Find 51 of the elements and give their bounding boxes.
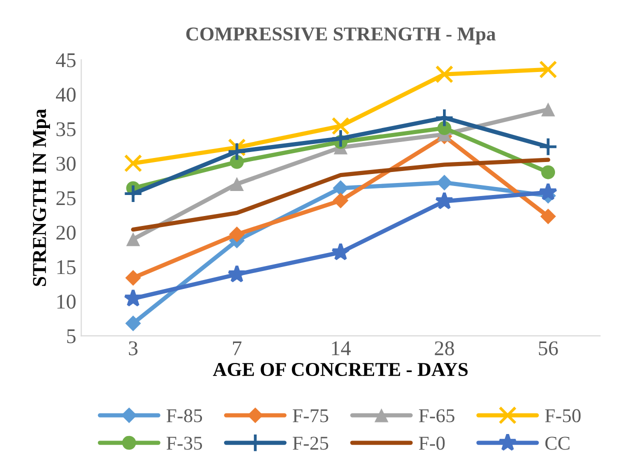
y-tick-label: 20	[56, 226, 76, 240]
x-tick-label: 7	[233, 341, 242, 356]
point	[332, 117, 350, 136]
legend-label: F-85	[166, 409, 202, 422]
point	[124, 154, 142, 172]
y-tick-label: 45	[56, 53, 76, 68]
point	[330, 128, 350, 148]
point	[124, 288, 142, 307]
y-tick-label: 35	[56, 122, 76, 136]
point	[435, 192, 454, 210]
y-tick-label: 40	[56, 88, 76, 102]
point	[538, 137, 558, 156]
y-axis-title: STRENGTH IN Mpa	[32, 108, 50, 286]
chart-title: COMPRESSIVE STRENGTH - Mpa	[186, 27, 496, 44]
y-tick-label: 15	[57, 260, 76, 274]
y-tick-label: 10	[57, 294, 76, 309]
point	[539, 60, 558, 78]
x-tick-label: 14	[332, 341, 351, 356]
point	[123, 184, 143, 204]
legend-label: CC	[545, 436, 570, 450]
point	[230, 177, 244, 191]
point	[228, 264, 246, 283]
legend-label: F-0	[418, 436, 445, 450]
y-tick-label: 30	[56, 156, 76, 171]
y-tick-label: 5	[67, 329, 76, 344]
point	[436, 174, 452, 190]
legend-label: F-65	[418, 409, 454, 422]
point	[435, 65, 454, 84]
line-series	[131, 158, 550, 232]
point	[538, 182, 558, 200]
legend-label: F-75	[292, 409, 328, 422]
point	[125, 270, 141, 286]
point	[227, 142, 247, 162]
x-tick-label: 56	[538, 341, 558, 356]
point	[126, 232, 140, 246]
point	[125, 316, 141, 332]
x-tick-label: 3	[128, 341, 138, 356]
point	[331, 242, 350, 260]
x-tick-label: 28	[434, 341, 454, 356]
point	[434, 108, 454, 128]
point	[332, 192, 348, 208]
point	[541, 102, 556, 116]
point	[332, 180, 348, 196]
legend-label: F-25	[292, 436, 328, 450]
legend-label: F-35	[166, 436, 202, 450]
y-tick-label: 25	[56, 191, 76, 206]
point	[541, 165, 556, 180]
point	[229, 226, 245, 242]
point	[540, 208, 556, 224]
legend-label: F-50	[545, 409, 581, 422]
x-axis-title: AGE OF CONCRETE - DAYS	[212, 362, 468, 376]
